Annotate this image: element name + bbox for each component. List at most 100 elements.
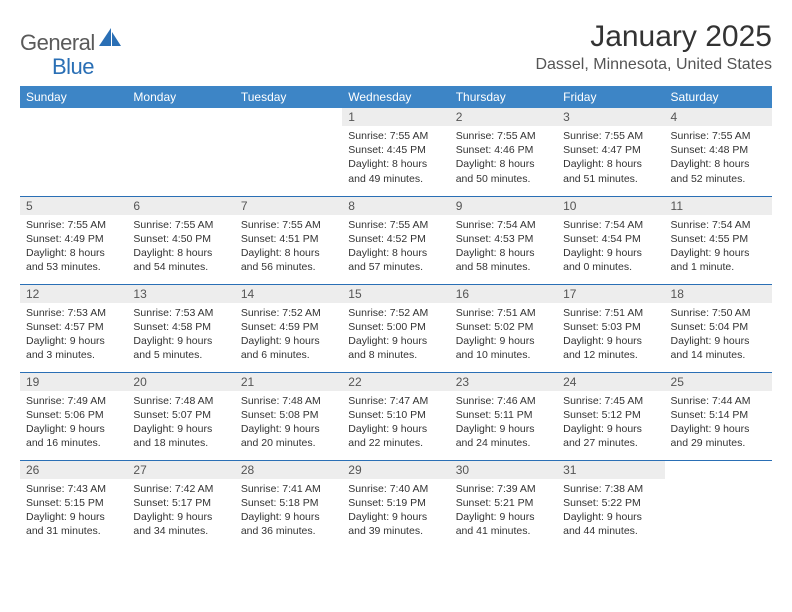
- day-details: Sunrise: 7:45 AMSunset: 5:12 PMDaylight:…: [557, 391, 664, 455]
- day-details: Sunrise: 7:41 AMSunset: 5:18 PMDaylight:…: [235, 479, 342, 543]
- calendar-day-cell: 25Sunrise: 7:44 AMSunset: 5:14 PMDayligh…: [665, 372, 772, 460]
- calendar-day-cell: 6Sunrise: 7:55 AMSunset: 4:50 PMDaylight…: [127, 196, 234, 284]
- calendar-day-cell: 29Sunrise: 7:40 AMSunset: 5:19 PMDayligh…: [342, 460, 449, 548]
- sunset-line: Sunset: 4:55 PM: [671, 232, 766, 246]
- day-number-bar: 6: [127, 197, 234, 215]
- sunrise-line: Sunrise: 7:55 AM: [456, 129, 551, 143]
- sunrise-line: Sunrise: 7:45 AM: [563, 394, 658, 408]
- sunset-line: Sunset: 4:46 PM: [456, 143, 551, 157]
- calendar-day-cell: 4Sunrise: 7:55 AMSunset: 4:48 PMDaylight…: [665, 108, 772, 196]
- sunrise-line: Sunrise: 7:48 AM: [133, 394, 228, 408]
- calendar-week-row: 5Sunrise: 7:55 AMSunset: 4:49 PMDaylight…: [20, 196, 772, 284]
- sunset-line: Sunset: 4:48 PM: [671, 143, 766, 157]
- day-number-bar: 17: [557, 285, 664, 303]
- day-number-bar: 26: [20, 461, 127, 479]
- sunset-line: Sunset: 4:54 PM: [563, 232, 658, 246]
- daylight-line: Daylight: 9 hours and 12 minutes.: [563, 334, 658, 362]
- day-details: Sunrise: 7:46 AMSunset: 5:11 PMDaylight:…: [450, 391, 557, 455]
- sunrise-line: Sunrise: 7:49 AM: [26, 394, 121, 408]
- day-details: Sunrise: 7:52 AMSunset: 5:00 PMDaylight:…: [342, 303, 449, 367]
- day-number-bar: 11: [665, 197, 772, 215]
- daylight-line: Daylight: 9 hours and 0 minutes.: [563, 246, 658, 274]
- calendar-week-row: 19Sunrise: 7:49 AMSunset: 5:06 PMDayligh…: [20, 372, 772, 460]
- weekday-header: Friday: [557, 86, 664, 108]
- sunrise-line: Sunrise: 7:42 AM: [133, 482, 228, 496]
- sunset-line: Sunset: 5:07 PM: [133, 408, 228, 422]
- daylight-line: Daylight: 8 hours and 54 minutes.: [133, 246, 228, 274]
- day-number-bar: 18: [665, 285, 772, 303]
- daylight-line: Daylight: 9 hours and 24 minutes.: [456, 422, 551, 450]
- calendar-day-cell: 3Sunrise: 7:55 AMSunset: 4:47 PMDaylight…: [557, 108, 664, 196]
- weekday-header: Thursday: [450, 86, 557, 108]
- calendar-day-cell: 19Sunrise: 7:49 AMSunset: 5:06 PMDayligh…: [20, 372, 127, 460]
- calendar-day-cell: 28Sunrise: 7:41 AMSunset: 5:18 PMDayligh…: [235, 460, 342, 548]
- sunset-line: Sunset: 4:51 PM: [241, 232, 336, 246]
- sunset-line: Sunset: 4:50 PM: [133, 232, 228, 246]
- sunset-line: Sunset: 5:18 PM: [241, 496, 336, 510]
- calendar-day-cell: 24Sunrise: 7:45 AMSunset: 5:12 PMDayligh…: [557, 372, 664, 460]
- sunset-line: Sunset: 5:10 PM: [348, 408, 443, 422]
- daylight-line: Daylight: 8 hours and 56 minutes.: [241, 246, 336, 274]
- weekday-header-row: SundayMondayTuesdayWednesdayThursdayFrid…: [20, 86, 772, 108]
- calendar-day-cell: 30Sunrise: 7:39 AMSunset: 5:21 PMDayligh…: [450, 460, 557, 548]
- sunrise-line: Sunrise: 7:40 AM: [348, 482, 443, 496]
- sunset-line: Sunset: 5:03 PM: [563, 320, 658, 334]
- calendar-day-cell: 23Sunrise: 7:46 AMSunset: 5:11 PMDayligh…: [450, 372, 557, 460]
- daylight-line: Daylight: 9 hours and 22 minutes.: [348, 422, 443, 450]
- day-details: Sunrise: 7:53 AMSunset: 4:58 PMDaylight:…: [127, 303, 234, 367]
- day-number-bar: 27: [127, 461, 234, 479]
- day-details: Sunrise: 7:55 AMSunset: 4:45 PMDaylight:…: [342, 126, 449, 190]
- day-details: Sunrise: 7:38 AMSunset: 5:22 PMDaylight:…: [557, 479, 664, 543]
- day-number-bar: 24: [557, 373, 664, 391]
- sunset-line: Sunset: 5:04 PM: [671, 320, 766, 334]
- sunrise-line: Sunrise: 7:54 AM: [563, 218, 658, 232]
- calendar-day-cell: 12Sunrise: 7:53 AMSunset: 4:57 PMDayligh…: [20, 284, 127, 372]
- weekday-header: Wednesday: [342, 86, 449, 108]
- sunset-line: Sunset: 5:22 PM: [563, 496, 658, 510]
- daylight-line: Daylight: 9 hours and 3 minutes.: [26, 334, 121, 362]
- day-number-bar: 28: [235, 461, 342, 479]
- calendar-day-cell: 8Sunrise: 7:55 AMSunset: 4:52 PMDaylight…: [342, 196, 449, 284]
- sunrise-line: Sunrise: 7:54 AM: [456, 218, 551, 232]
- calendar-day-cell: 18Sunrise: 7:50 AMSunset: 5:04 PMDayligh…: [665, 284, 772, 372]
- day-number-bar: 2: [450, 108, 557, 126]
- day-details: Sunrise: 7:55 AMSunset: 4:47 PMDaylight:…: [557, 126, 664, 190]
- day-number-bar: 3: [557, 108, 664, 126]
- sunset-line: Sunset: 4:52 PM: [348, 232, 443, 246]
- daylight-line: Daylight: 9 hours and 39 minutes.: [348, 510, 443, 538]
- day-details: Sunrise: 7:51 AMSunset: 5:02 PMDaylight:…: [450, 303, 557, 367]
- day-details: Sunrise: 7:50 AMSunset: 5:04 PMDaylight:…: [665, 303, 772, 367]
- sunset-line: Sunset: 5:14 PM: [671, 408, 766, 422]
- sunrise-line: Sunrise: 7:47 AM: [348, 394, 443, 408]
- day-number-bar: [665, 461, 772, 479]
- day-details: Sunrise: 7:55 AMSunset: 4:49 PMDaylight:…: [20, 215, 127, 279]
- sunrise-line: Sunrise: 7:46 AM: [456, 394, 551, 408]
- day-number-bar: 8: [342, 197, 449, 215]
- calendar-day-cell: 2Sunrise: 7:55 AMSunset: 4:46 PMDaylight…: [450, 108, 557, 196]
- sunrise-line: Sunrise: 7:44 AM: [671, 394, 766, 408]
- daylight-line: Daylight: 9 hours and 27 minutes.: [563, 422, 658, 450]
- calendar-day-cell: 17Sunrise: 7:51 AMSunset: 5:03 PMDayligh…: [557, 284, 664, 372]
- calendar-day-cell: [665, 460, 772, 548]
- calendar-day-cell: 26Sunrise: 7:43 AMSunset: 5:15 PMDayligh…: [20, 460, 127, 548]
- location-label: Dassel, Minnesota, United States: [535, 56, 772, 74]
- day-number-bar: 25: [665, 373, 772, 391]
- day-details: Sunrise: 7:47 AMSunset: 5:10 PMDaylight:…: [342, 391, 449, 455]
- day-details: Sunrise: 7:55 AMSunset: 4:51 PMDaylight:…: [235, 215, 342, 279]
- day-number-bar: 10: [557, 197, 664, 215]
- daylight-line: Daylight: 9 hours and 1 minute.: [671, 246, 766, 274]
- day-number-bar: 16: [450, 285, 557, 303]
- day-details: Sunrise: 7:54 AMSunset: 4:53 PMDaylight:…: [450, 215, 557, 279]
- daylight-line: Daylight: 9 hours and 8 minutes.: [348, 334, 443, 362]
- day-number-bar: 5: [20, 197, 127, 215]
- daylight-line: Daylight: 9 hours and 36 minutes.: [241, 510, 336, 538]
- sunrise-line: Sunrise: 7:55 AM: [348, 218, 443, 232]
- sunset-line: Sunset: 5:00 PM: [348, 320, 443, 334]
- daylight-line: Daylight: 9 hours and 5 minutes.: [133, 334, 228, 362]
- day-number-bar: 19: [20, 373, 127, 391]
- daylight-line: Daylight: 8 hours and 51 minutes.: [563, 157, 658, 185]
- daylight-line: Daylight: 9 hours and 44 minutes.: [563, 510, 658, 538]
- day-details: Sunrise: 7:48 AMSunset: 5:07 PMDaylight:…: [127, 391, 234, 455]
- calendar-day-cell: 14Sunrise: 7:52 AMSunset: 4:59 PMDayligh…: [235, 284, 342, 372]
- sunset-line: Sunset: 4:47 PM: [563, 143, 658, 157]
